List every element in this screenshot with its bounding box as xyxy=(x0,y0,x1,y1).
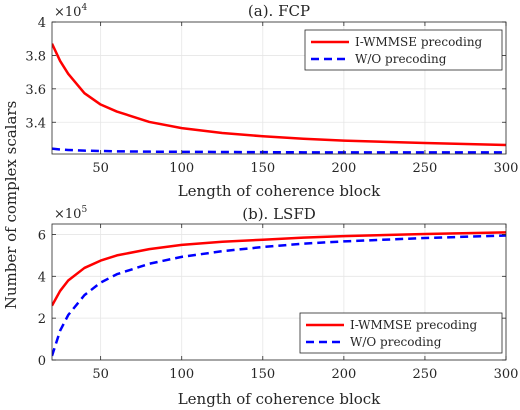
x-tick-label: 100 xyxy=(169,161,194,176)
y-tick-label: 4 xyxy=(38,16,46,31)
legend-label: W/O precoding xyxy=(350,335,442,349)
y-tick-label: 3.4 xyxy=(25,116,46,131)
legend-label: I-WMMSE precoding xyxy=(355,35,483,49)
y-multiplier-exponent: 4 xyxy=(81,3,87,13)
legend-box xyxy=(304,29,503,71)
axes-box xyxy=(51,223,507,361)
legend-label: I-WMMSE precoding xyxy=(350,318,478,332)
x-tick-label: 200 xyxy=(331,367,356,382)
legend-box xyxy=(299,312,503,354)
y-multiplier-base: ×10 xyxy=(54,5,81,20)
x-tick-label: 150 xyxy=(250,367,275,382)
chart-title: (a). FCP xyxy=(248,2,310,20)
y-tick-label: 6 xyxy=(38,228,46,243)
x-tick-label: 300 xyxy=(494,367,519,382)
legend: I-WMMSE precoding W/O precoding xyxy=(299,312,503,354)
x-tick-label: 150 xyxy=(250,161,275,176)
x-tick-label: 50 xyxy=(92,367,109,382)
x-tick-label: 250 xyxy=(413,367,438,382)
x-tick-label: 250 xyxy=(413,161,438,176)
series-line-iwmmse xyxy=(52,43,506,147)
series-line-wo-precoding xyxy=(52,147,506,154)
y-tick-label: 4 xyxy=(38,270,46,285)
x-axis-label: Length of coherence block xyxy=(178,390,381,408)
x-tick-label: 300 xyxy=(494,161,519,176)
series-line-wo-precoding xyxy=(52,234,506,357)
y-multiplier: ×105 xyxy=(54,205,87,222)
legend-label: W/O precoding xyxy=(355,52,447,66)
x-axis-label: Length of coherence block xyxy=(178,182,381,200)
y-tick-label: 0 xyxy=(38,354,46,369)
y-tick-label: 2 xyxy=(38,312,46,327)
x-tick-label: 100 xyxy=(169,367,194,382)
y-multiplier-base: ×10 xyxy=(54,207,81,222)
legend: I-WMMSE precoding W/O precoding xyxy=(304,29,503,71)
y-tick-label: 3.6 xyxy=(25,83,46,98)
series-line-iwmmse xyxy=(52,231,506,307)
y-multiplier: ×104 xyxy=(54,3,87,20)
y-axis-label: Number of complex scalars xyxy=(2,101,20,310)
axes-box xyxy=(51,21,507,155)
y-tick-label: 3.8 xyxy=(25,49,46,64)
chart-lsfd: 50 100 150 200 250 300 0 2 4 6 ×105 (b). LSFD Length… xyxy=(38,205,519,408)
y-multiplier-exponent: 5 xyxy=(81,205,87,215)
x-tick-label: 200 xyxy=(331,161,356,176)
chart-title: (b). LSFD xyxy=(242,205,316,223)
x-tick-label: 50 xyxy=(92,161,109,176)
